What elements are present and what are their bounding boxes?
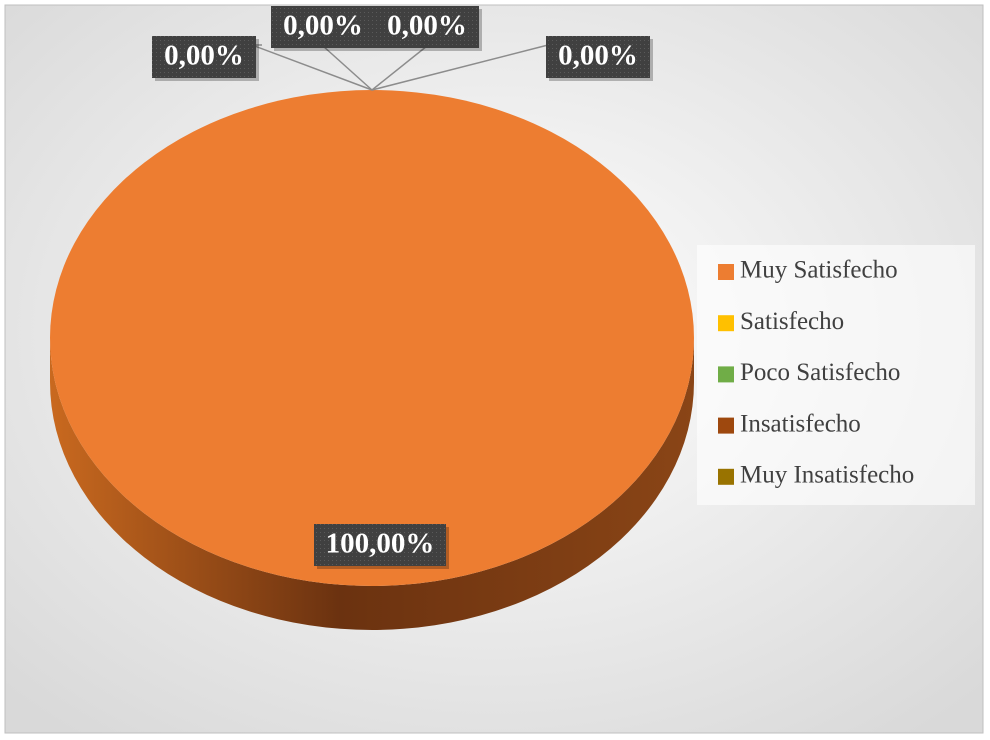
data-label-box bbox=[271, 6, 375, 48]
data-label: 0,00% bbox=[558, 40, 638, 72]
leader-line bbox=[322, 45, 373, 91]
legend-label: Poco Satisfecho bbox=[740, 359, 900, 386]
data-label: 0,00% bbox=[164, 40, 244, 72]
legend-label: Satisfecho bbox=[740, 308, 844, 335]
data-label-box bbox=[546, 36, 650, 78]
data-label: 0,00% bbox=[283, 10, 363, 42]
legend-swatch bbox=[718, 417, 734, 434]
data-label-box bbox=[152, 36, 256, 78]
pie-slice bbox=[50, 90, 694, 586]
leader-line bbox=[371, 44, 549, 91]
legend-swatch bbox=[718, 468, 734, 485]
legend-swatch bbox=[718, 315, 734, 332]
legend-box bbox=[697, 245, 975, 505]
legend-label: Insatisfecho bbox=[740, 410, 861, 437]
data-label: 100,00% bbox=[326, 528, 435, 560]
legend-label: Muy Insatisfecho bbox=[740, 462, 914, 489]
data-label-box bbox=[314, 524, 446, 566]
pie-side bbox=[50, 338, 694, 630]
leader-line bbox=[371, 45, 428, 91]
data-label: 0,00% bbox=[387, 10, 467, 42]
legend-swatch bbox=[718, 366, 734, 383]
legend-swatch bbox=[718, 264, 734, 280]
data-label-box bbox=[375, 6, 479, 48]
legend-label: Muy Satisfecho bbox=[740, 257, 898, 284]
